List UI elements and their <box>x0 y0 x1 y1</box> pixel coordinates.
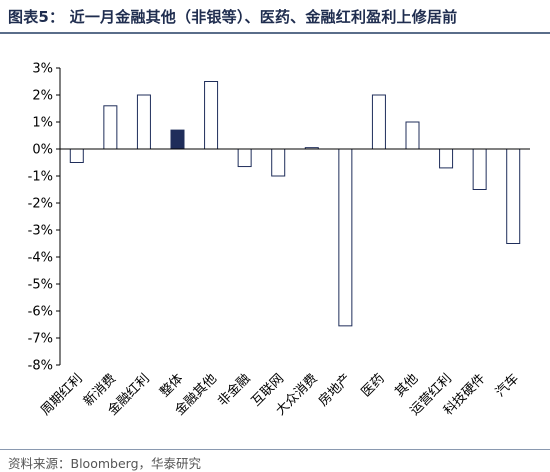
bar-科技硬件 <box>472 148 487 190</box>
bar-金融其他 <box>204 81 219 150</box>
category-label: 整体 <box>157 371 186 400</box>
y-tick-label: 3% <box>32 62 53 77</box>
bar-房地产 <box>338 148 353 327</box>
bar-金融红利 <box>136 94 151 150</box>
bar-汽车 <box>506 148 521 244</box>
y-tick-label: -6% <box>28 305 53 320</box>
bar-运营红利 <box>439 148 454 169</box>
y-tick-label: -7% <box>28 332 53 347</box>
y-tick-label: -5% <box>28 278 53 293</box>
y-tick-label: -1% <box>28 170 53 185</box>
title-divider <box>0 32 550 34</box>
y-tick-label: 1% <box>32 116 53 131</box>
y-tick-label: -2% <box>28 197 53 212</box>
category-label: 周期红利 <box>38 371 86 419</box>
category-label: 汽车 <box>492 371 522 401</box>
source-note: 资料来源：Bloomberg，华泰研究 <box>8 456 201 471</box>
bar-医药 <box>371 94 386 150</box>
y-tick-label: 2% <box>32 89 53 104</box>
figure-title: 图表5： 近一月金融其他（非银等）、医药、金融红利盈利上修居前 <box>8 8 458 26</box>
category-label: 医药 <box>359 371 388 400</box>
y-tick-label: -8% <box>28 359 53 374</box>
bar-周期红利 <box>69 148 84 163</box>
bar-其他 <box>405 121 420 150</box>
y-tick-label: 0% <box>32 143 53 158</box>
category-label: 房地产 <box>315 371 354 410</box>
bar-非金融 <box>237 148 252 168</box>
bar-series <box>69 81 521 327</box>
y-tick-label: -3% <box>28 224 53 239</box>
category-label: 非金融 <box>215 371 254 410</box>
y-tick-label: -4% <box>28 251 53 266</box>
bar-chart: 3%2%1%0%-1%-2%-3%-4%-5%-6%-7%-8% 周期红利新消费… <box>28 62 530 419</box>
bar-互联网 <box>271 148 286 177</box>
bar-新消费 <box>103 105 118 150</box>
y-axis: 3% 2% 1% 0% -1% -2% -3% -4% -5% -6% -7% -8% <box>28 62 61 374</box>
footer-divider <box>0 449 550 450</box>
category-label: 其他 <box>392 371 421 400</box>
bar-整体 <box>170 129 185 150</box>
